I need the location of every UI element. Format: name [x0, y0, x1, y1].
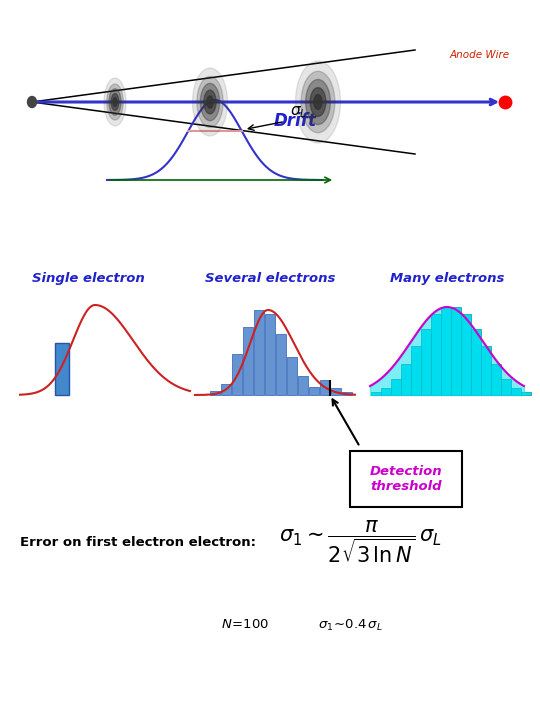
Bar — [421, 329, 430, 395]
Ellipse shape — [310, 88, 326, 117]
Text: Many electrons: Many electrons — [390, 272, 504, 285]
Bar — [287, 356, 297, 395]
Bar — [521, 392, 531, 395]
Bar — [511, 388, 521, 395]
Bar — [331, 388, 341, 395]
Bar — [265, 314, 275, 395]
Ellipse shape — [109, 89, 121, 115]
Text: Detection
threshold: Detection threshold — [370, 465, 442, 493]
Text: Error on first electron electron:: Error on first electron electron: — [20, 536, 256, 549]
FancyBboxPatch shape — [350, 451, 462, 507]
Text: Single electron: Single electron — [32, 272, 144, 285]
Bar — [501, 379, 511, 395]
Bar — [276, 334, 286, 395]
Text: Drift: Drift — [273, 112, 316, 130]
Bar — [431, 314, 441, 395]
Bar — [55, 343, 69, 395]
Bar — [381, 388, 390, 395]
Ellipse shape — [301, 71, 335, 132]
Text: Anode Wire: Anode Wire — [450, 50, 510, 60]
Ellipse shape — [204, 90, 216, 114]
Bar — [298, 377, 308, 395]
Bar — [451, 307, 461, 395]
Bar — [320, 379, 330, 395]
Ellipse shape — [111, 94, 119, 110]
Bar — [243, 327, 253, 395]
Ellipse shape — [295, 61, 341, 143]
Ellipse shape — [192, 68, 227, 136]
Text: $\sigma_L$: $\sigma_L$ — [290, 105, 307, 120]
Bar — [232, 354, 242, 395]
Ellipse shape — [107, 84, 123, 120]
Ellipse shape — [28, 96, 37, 107]
Bar — [491, 364, 501, 395]
Bar — [309, 387, 319, 395]
Text: $\sigma_1 \sim \dfrac{\pi}{2\sqrt{3\,\mathrm{ln}\,N}}\,\sigma_L$: $\sigma_1 \sim \dfrac{\pi}{2\sqrt{3\,\ma… — [279, 518, 441, 565]
Bar — [481, 346, 491, 395]
Ellipse shape — [306, 79, 330, 125]
Bar — [391, 379, 401, 395]
Bar — [371, 392, 381, 395]
Bar — [461, 314, 470, 395]
Bar — [411, 346, 421, 395]
Bar — [471, 329, 481, 395]
Bar — [441, 307, 450, 395]
Bar — [221, 384, 231, 395]
Text: $N\!=\!100$: $N\!=\!100$ — [221, 618, 269, 631]
Ellipse shape — [314, 94, 322, 109]
Text: $\sigma_1 \!\sim\! 0.4\,\sigma_L$: $\sigma_1 \!\sim\! 0.4\,\sigma_L$ — [318, 618, 382, 633]
Bar — [401, 364, 410, 395]
Ellipse shape — [113, 98, 117, 107]
Bar — [254, 310, 264, 395]
Ellipse shape — [104, 78, 126, 126]
Ellipse shape — [200, 84, 220, 121]
Text: Several electrons: Several electrons — [205, 272, 335, 285]
Ellipse shape — [197, 76, 223, 127]
Bar — [342, 392, 352, 395]
Bar — [210, 391, 220, 395]
Ellipse shape — [207, 96, 213, 108]
